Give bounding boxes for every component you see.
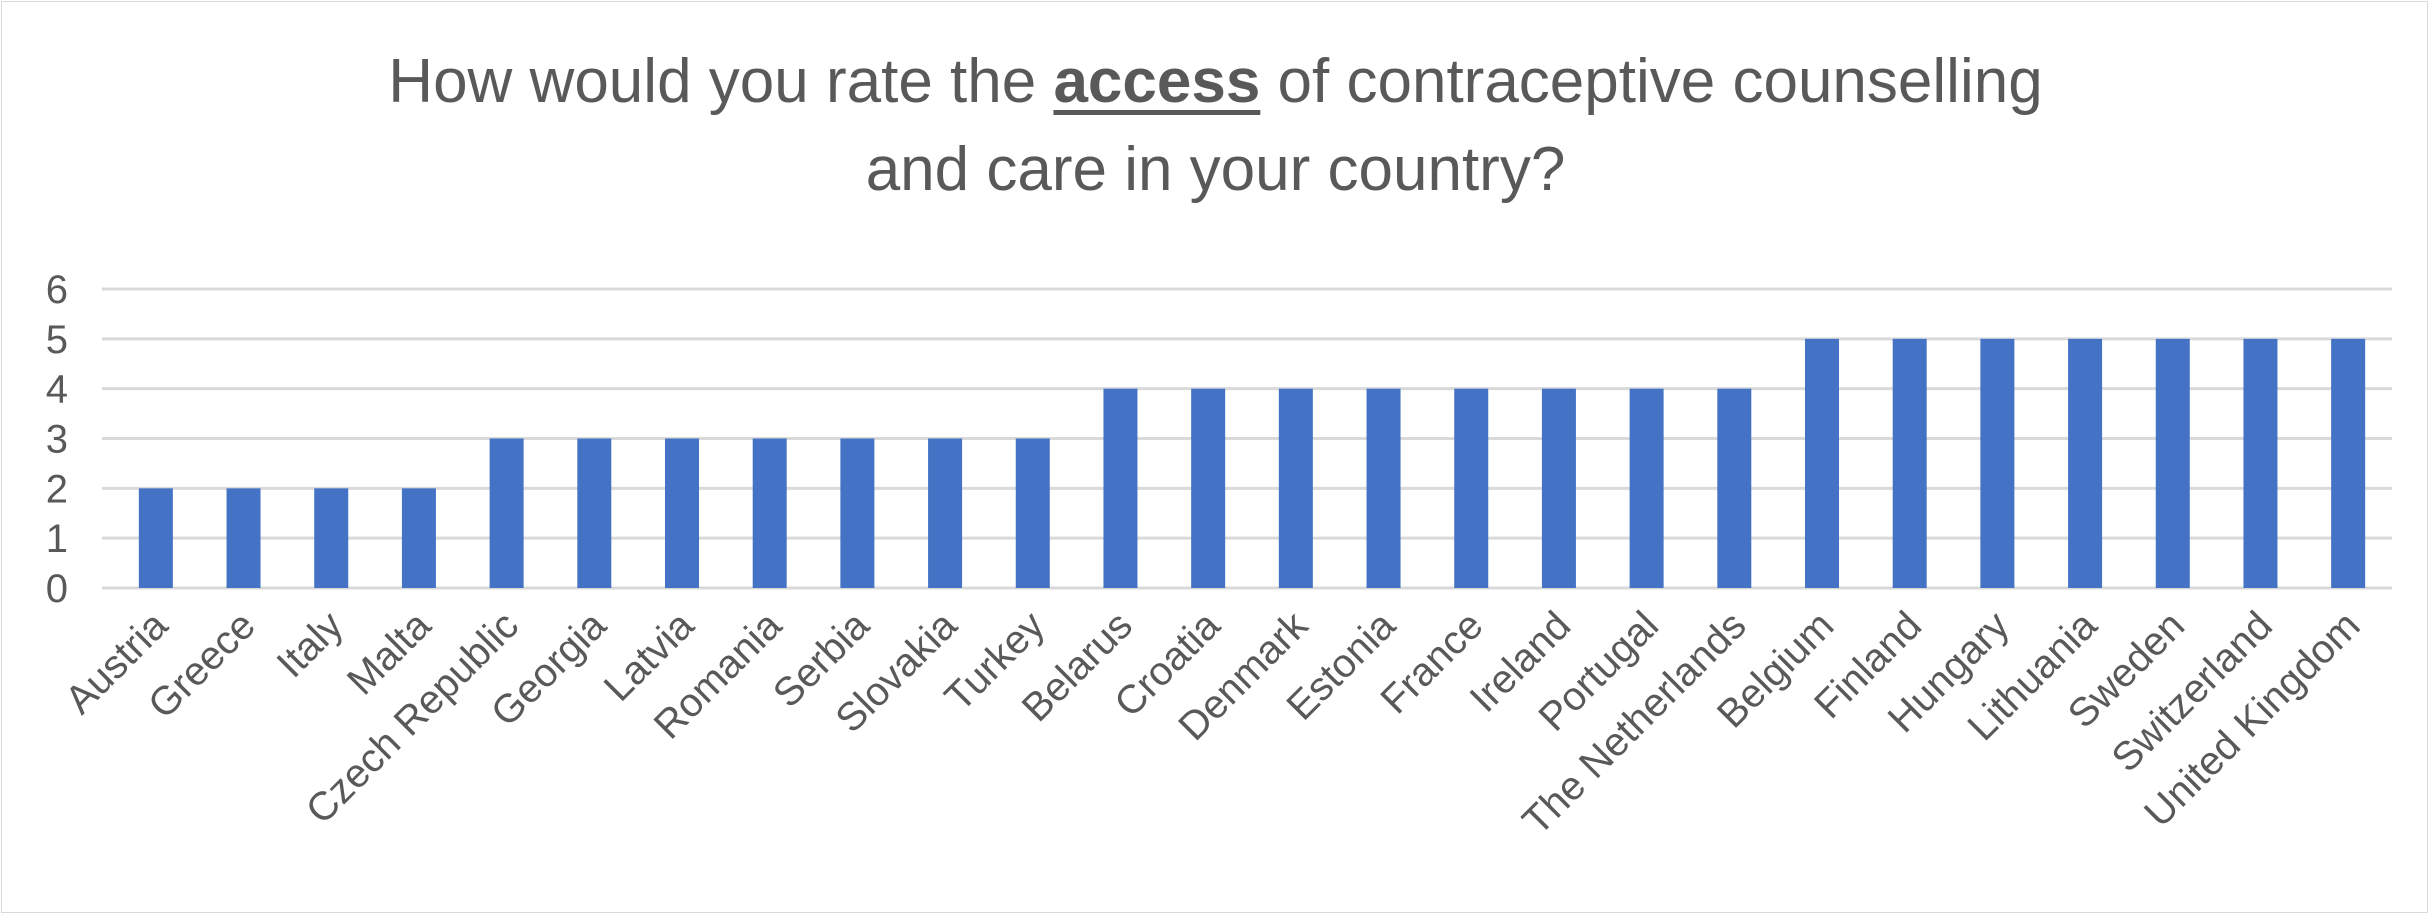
y-axis: 0 1 2 3 4 5 6 (46, 268, 68, 611)
bar-romania (752, 438, 787, 588)
bar-georgia (577, 438, 612, 588)
bar-slovakia (928, 438, 963, 588)
bar-sweden (2155, 338, 2190, 588)
title-line-2: and care in your country? (865, 135, 1566, 204)
y-tick-label: 2 (46, 467, 68, 511)
title-text-after: of contraceptive counselling (1260, 47, 2043, 116)
bar-latvia (665, 438, 699, 588)
bar-the-netherlands (1717, 388, 1752, 588)
bar-belarus (1103, 388, 1138, 588)
bar-austria (138, 488, 173, 588)
y-tick-label: 6 (46, 268, 68, 312)
bar-malta (401, 488, 436, 588)
y-tick-label: 1 (46, 517, 68, 561)
bar-belgium (1805, 338, 1839, 588)
bar-switzerland (2243, 338, 2278, 588)
y-tick-label: 3 (46, 418, 68, 462)
bar-czech-republic (489, 438, 524, 588)
y-tick-label: 0 (46, 567, 68, 611)
bars (138, 338, 2366, 588)
bar-united-kingdom (2331, 338, 2366, 588)
y-tick-label: 5 (46, 318, 68, 362)
bar-france (1454, 388, 1489, 588)
bar-greece (226, 488, 261, 588)
title-emphasis: access (1053, 47, 1261, 116)
bar-hungary (1980, 338, 2015, 588)
bar-serbia (840, 438, 875, 588)
y-tick-label: 4 (46, 368, 68, 412)
bar-italy (314, 488, 349, 588)
gridlines (102, 287, 2392, 590)
bar-ireland (1541, 388, 1576, 588)
chart-title: How would you rate the access of contrac… (0, 38, 2431, 214)
bar-turkey (1015, 438, 1050, 588)
title-text-before: How would you rate the (388, 47, 1054, 116)
bar-portugal (1629, 388, 1664, 588)
bar-croatia (1191, 388, 1226, 588)
bar-lithuania (2068, 338, 2103, 588)
bar-estonia (1366, 388, 1401, 588)
bar-finland (1892, 338, 1927, 588)
bar-denmark (1278, 388, 1313, 588)
